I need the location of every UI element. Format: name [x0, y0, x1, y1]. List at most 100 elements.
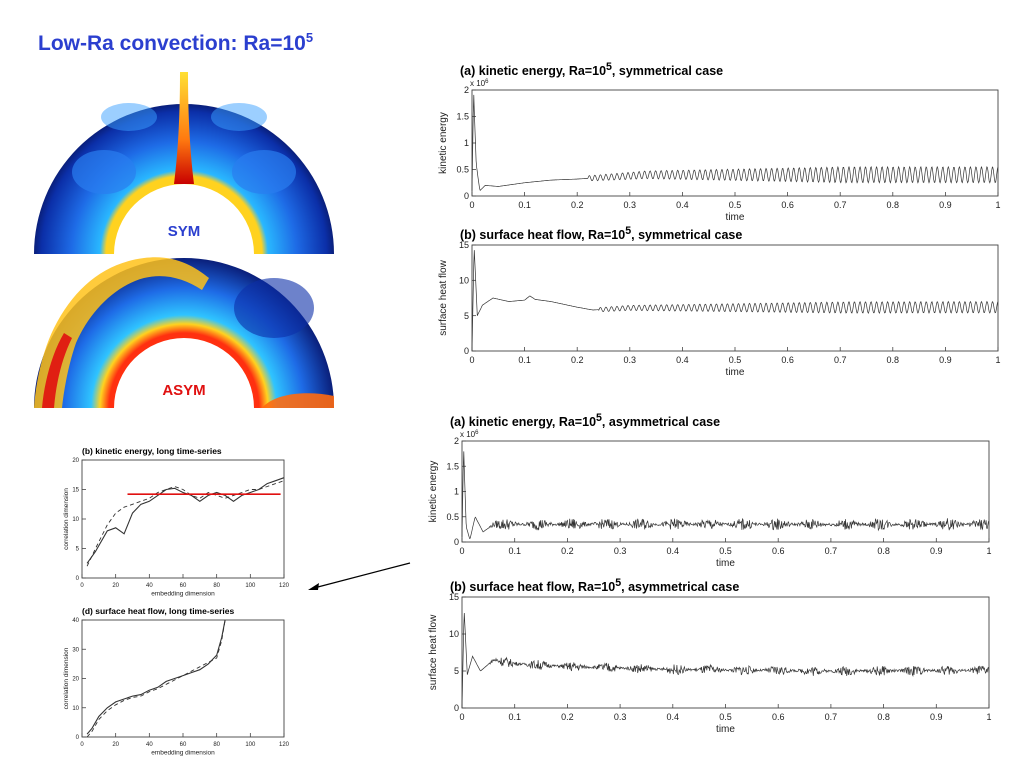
y-tick-label: 20 — [72, 458, 79, 464]
x-tick-label: 0 — [469, 200, 474, 210]
chart-title-text: (b) surface heat flow, Ra=10 — [460, 228, 625, 242]
y-axis-label: surface heat flow — [438, 259, 449, 335]
asym-plume — [34, 257, 209, 408]
x-tick-label: 0.7 — [834, 200, 847, 210]
chart-title-text: (a) kinetic energy, Ra=10 — [450, 415, 596, 429]
y-tick-label: 0 — [454, 703, 459, 713]
x-tick-label: 0.8 — [877, 546, 890, 556]
y-tick-label: 0.5 — [446, 512, 459, 522]
x-tick-label: 0.5 — [729, 355, 742, 365]
plot-frame — [471, 244, 999, 352]
chart-sym-kinetic-energy: (a) kinetic energy, Ra=105, symmetrical … — [438, 61, 1001, 223]
x-tick-label: 0.2 — [561, 712, 574, 722]
x-tick-label: 0.6 — [772, 546, 785, 556]
plot-frame — [81, 459, 285, 579]
chart-title: (a) kinetic energy, Ra=105, symmetrical … — [460, 61, 723, 78]
x-tick-label: 0.3 — [614, 712, 627, 722]
x-tick-label: 0.2 — [571, 355, 584, 365]
x-axis-label: embedding dimension — [151, 750, 215, 757]
x-axis-label: time — [716, 724, 735, 735]
x-tick-label: 0.4 — [676, 355, 689, 365]
x-tick-label: 0.4 — [667, 712, 680, 722]
x-tick-label: 0.5 — [719, 546, 732, 556]
y-tick-label: 1.5 — [446, 461, 459, 471]
asym-snapshot: ASYM — [34, 257, 334, 408]
y-tick-label: 0 — [464, 191, 469, 201]
x-tick-label: 0.1 — [508, 712, 521, 722]
y-tick-label: 10 — [72, 517, 79, 523]
y-tick-label: 5 — [464, 311, 469, 321]
x-tick-label: 0.9 — [939, 200, 952, 210]
y-tick-label: 5 — [76, 547, 80, 553]
chart-title: (d) surface heat flow, long time-series — [82, 606, 235, 616]
sym-plume — [174, 72, 194, 184]
sym-snapshot: SYM — [34, 72, 334, 254]
y-tick-label: 0 — [454, 537, 459, 547]
plot-frame — [461, 596, 990, 709]
chart-correlation-heat-flow: (d) surface heat flow, long time-series 0… — [63, 606, 290, 757]
sym-label: SYM — [168, 223, 201, 240]
x-tick-label: 1 — [995, 200, 1000, 210]
y-tick-label: 0 — [76, 735, 80, 741]
x-tick-label: 0.7 — [834, 355, 847, 365]
x-tick-label: 0.5 — [719, 712, 732, 722]
x-axis-label: embedding dimension — [151, 591, 215, 598]
x-tick-label: 0 — [459, 546, 464, 556]
chart-title-suffix: , symmetrical case — [631, 228, 742, 242]
y-tick-label: 1.5 — [456, 112, 469, 122]
x-tick-label: 0.4 — [667, 546, 680, 556]
x-tick-label: 100 — [245, 742, 256, 748]
chart-title-text: (a) kinetic energy, Ra=10 — [460, 64, 606, 78]
y-tick-label: 10 — [459, 275, 469, 285]
slide-title-base: Low-Ra convection: Ra=10 — [38, 32, 306, 55]
x-tick-label: 80 — [213, 742, 220, 748]
series-line-0 — [461, 451, 990, 539]
x-tick-label: 0.8 — [877, 712, 890, 722]
chart-title-exponent: 5 — [625, 225, 631, 237]
y-tick-label: 5 — [454, 666, 459, 676]
chart-title-suffix: , symmetrical case — [612, 64, 723, 78]
y-tick-label: 0 — [76, 576, 80, 582]
x-tick-label: 0.8 — [887, 355, 900, 365]
arrow-pointer — [308, 562, 411, 590]
x-tick-label: 40 — [146, 583, 153, 589]
chart-title: (b) surface heat flow, Ra=105, symmetric… — [460, 225, 742, 242]
chart-title: (a) kinetic energy, Ra=105, asymmetrical… — [450, 412, 720, 429]
x-axis-label: time — [726, 367, 745, 378]
series-line-0 — [471, 94, 999, 192]
y-tick-label: 0.5 — [456, 165, 469, 175]
y-tick-label: 15 — [449, 592, 459, 602]
chart-multiplier: x 106 — [460, 430, 479, 439]
chart-multiplier: x 106 — [470, 79, 489, 88]
x-tick-label: 1 — [986, 712, 991, 722]
x-tick-label: 0.1 — [508, 546, 521, 556]
y-tick-label: 2 — [454, 436, 459, 446]
x-tick-label: 100 — [245, 583, 256, 589]
x-tick-label: 0.1 — [518, 355, 531, 365]
chart-title: (b) kinetic energy, long time-series — [82, 446, 222, 456]
x-tick-label: 60 — [180, 742, 187, 748]
x-tick-label: 120 — [279, 742, 290, 748]
x-tick-label: 0.3 — [624, 355, 637, 365]
series-line-dashed — [86, 619, 226, 738]
x-tick-label: 0.7 — [825, 712, 838, 722]
x-tick-label: 0.7 — [825, 546, 838, 556]
chart-title-text: (b) surface heat flow, Ra=10 — [450, 580, 615, 594]
chart-title: (b) surface heat flow, Ra=105, asymmetri… — [450, 577, 739, 594]
x-tick-label: 20 — [112, 583, 119, 589]
y-axis-label: surface heat flow — [428, 614, 439, 690]
x-tick-label: 0.3 — [624, 200, 637, 210]
x-tick-label: 20 — [112, 742, 119, 748]
chart-title-exponent: 5 — [596, 412, 602, 424]
x-axis-label: time — [726, 212, 745, 223]
x-tick-label: 1 — [986, 546, 991, 556]
y-axis-label: correlation dimension — [63, 488, 70, 550]
series-line-0 — [461, 612, 990, 709]
y-tick-label: 30 — [72, 647, 79, 653]
x-tick-label: 0 — [469, 355, 474, 365]
y-tick-label: 20 — [72, 677, 79, 683]
y-tick-label: 1 — [454, 487, 459, 497]
chart-title-suffix: , asymmetrical case — [621, 580, 739, 594]
x-tick-label: 0.4 — [676, 200, 689, 210]
x-tick-label: 0.5 — [729, 200, 742, 210]
